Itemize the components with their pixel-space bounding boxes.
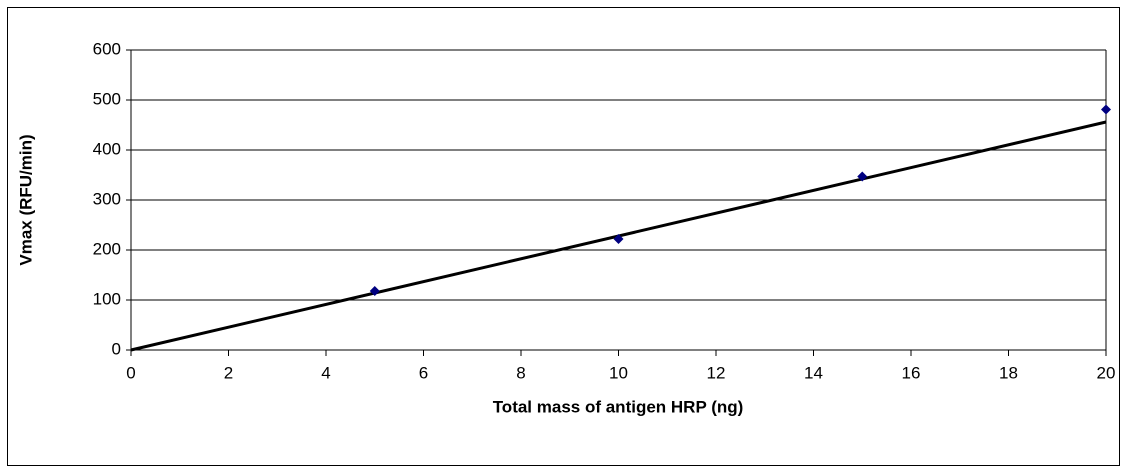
- x-tick-label: 8: [516, 363, 525, 382]
- data-point: [1101, 104, 1111, 115]
- x-tick-label: 14: [804, 363, 823, 382]
- y-tick-label: 400: [93, 139, 121, 158]
- x-tick-label: 12: [707, 363, 726, 382]
- x-tick-label: 16: [902, 363, 921, 382]
- x-axis-label: Total mass of antigen HRP (ng): [493, 397, 744, 416]
- data-point: [369, 286, 380, 296]
- x-tick-label: 6: [419, 363, 428, 382]
- data-point: [613, 234, 624, 244]
- y-tick-label: 200: [93, 239, 121, 258]
- y-tick-label: 600: [93, 39, 121, 58]
- x-tick-label: 20: [1097, 363, 1116, 382]
- chart-border: [7, 7, 1120, 466]
- y-tick-label: 300: [93, 189, 121, 208]
- x-tick-label: 2: [224, 363, 233, 382]
- data-point: [857, 171, 868, 182]
- x-tick-label: 0: [126, 363, 135, 382]
- y-tick-label: 500: [93, 89, 121, 108]
- y-tick-label: 0: [112, 339, 121, 358]
- y-tick-label: 100: [93, 289, 121, 308]
- x-tick-label: 10: [609, 363, 628, 382]
- y-axis-label: Vmax (RFU/min): [16, 134, 35, 265]
- x-tick-label: 18: [999, 363, 1018, 382]
- x-tick-label: 4: [321, 363, 330, 382]
